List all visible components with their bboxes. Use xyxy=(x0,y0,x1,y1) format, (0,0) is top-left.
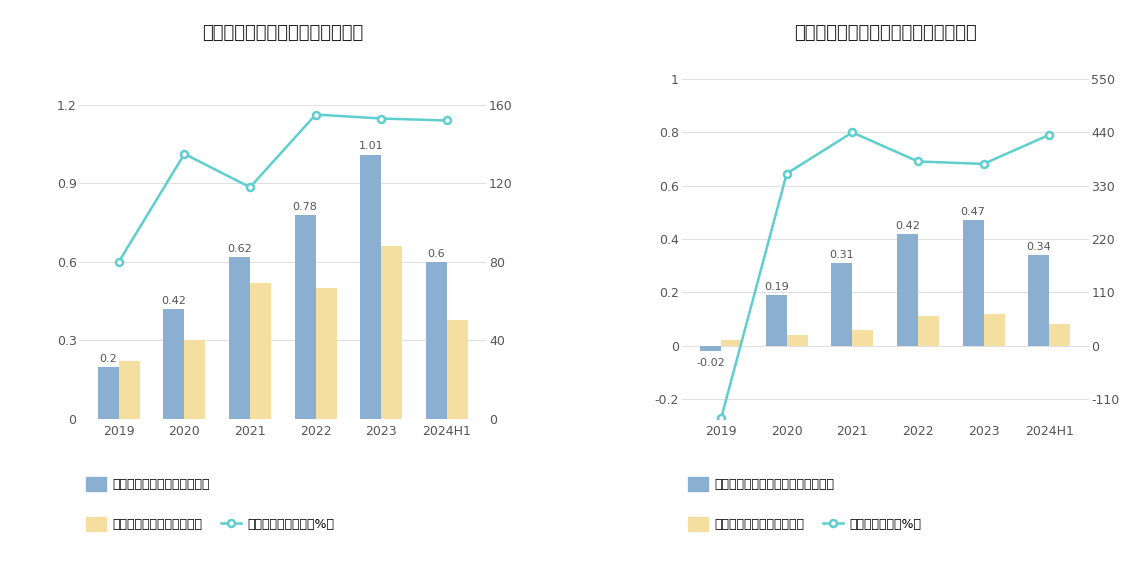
Text: -0.02: -0.02 xyxy=(696,358,725,368)
Text: 0.19: 0.19 xyxy=(764,282,788,292)
Legend: 左轴：归母净利润（亿元）, 右轴：净现比（%）: 左轴：归母净利润（亿元）, 右轴：净现比（%） xyxy=(688,517,921,531)
Text: 0.78: 0.78 xyxy=(293,201,318,212)
Bar xyxy=(787,335,807,346)
Text: 0.47: 0.47 xyxy=(960,207,985,217)
Text: 0.42: 0.42 xyxy=(895,221,920,230)
Text: 0.34: 0.34 xyxy=(1026,242,1051,252)
Bar xyxy=(1049,324,1070,346)
Title: 历年经营现金流净额、归母净利润情况: 历年经营现金流净额、归母净利润情况 xyxy=(794,24,976,42)
Title: 历年经营现金流入、营业收入情况: 历年经营现金流入、营业收入情况 xyxy=(202,24,364,42)
Legend: 左轴：营业总收入（亿元）, 右轴：营收现金比（%）: 左轴：营业总收入（亿元）, 右轴：营收现金比（%） xyxy=(86,517,333,531)
Bar xyxy=(98,367,119,419)
Text: 0.6: 0.6 xyxy=(428,249,446,259)
Bar xyxy=(919,317,939,346)
Bar xyxy=(229,257,249,419)
Bar xyxy=(765,295,787,346)
Text: 0.62: 0.62 xyxy=(227,243,252,254)
Bar xyxy=(163,309,185,419)
Bar xyxy=(983,314,1005,346)
Bar xyxy=(721,340,742,346)
Text: 0.31: 0.31 xyxy=(830,250,854,260)
Bar xyxy=(700,346,721,351)
Bar xyxy=(315,288,337,419)
Bar xyxy=(897,234,919,346)
Bar xyxy=(963,221,983,346)
Bar xyxy=(831,263,853,346)
Bar xyxy=(426,262,447,419)
Bar xyxy=(295,215,315,419)
Text: 0.2: 0.2 xyxy=(100,353,117,364)
Bar xyxy=(119,361,139,419)
Bar xyxy=(249,283,271,419)
Bar xyxy=(381,246,403,419)
Bar xyxy=(853,330,873,346)
Text: 1.01: 1.01 xyxy=(358,141,383,151)
Bar xyxy=(361,154,381,419)
Text: 0.42: 0.42 xyxy=(161,296,186,306)
Bar xyxy=(185,340,205,419)
Bar xyxy=(447,320,468,419)
Bar xyxy=(1029,255,1049,346)
